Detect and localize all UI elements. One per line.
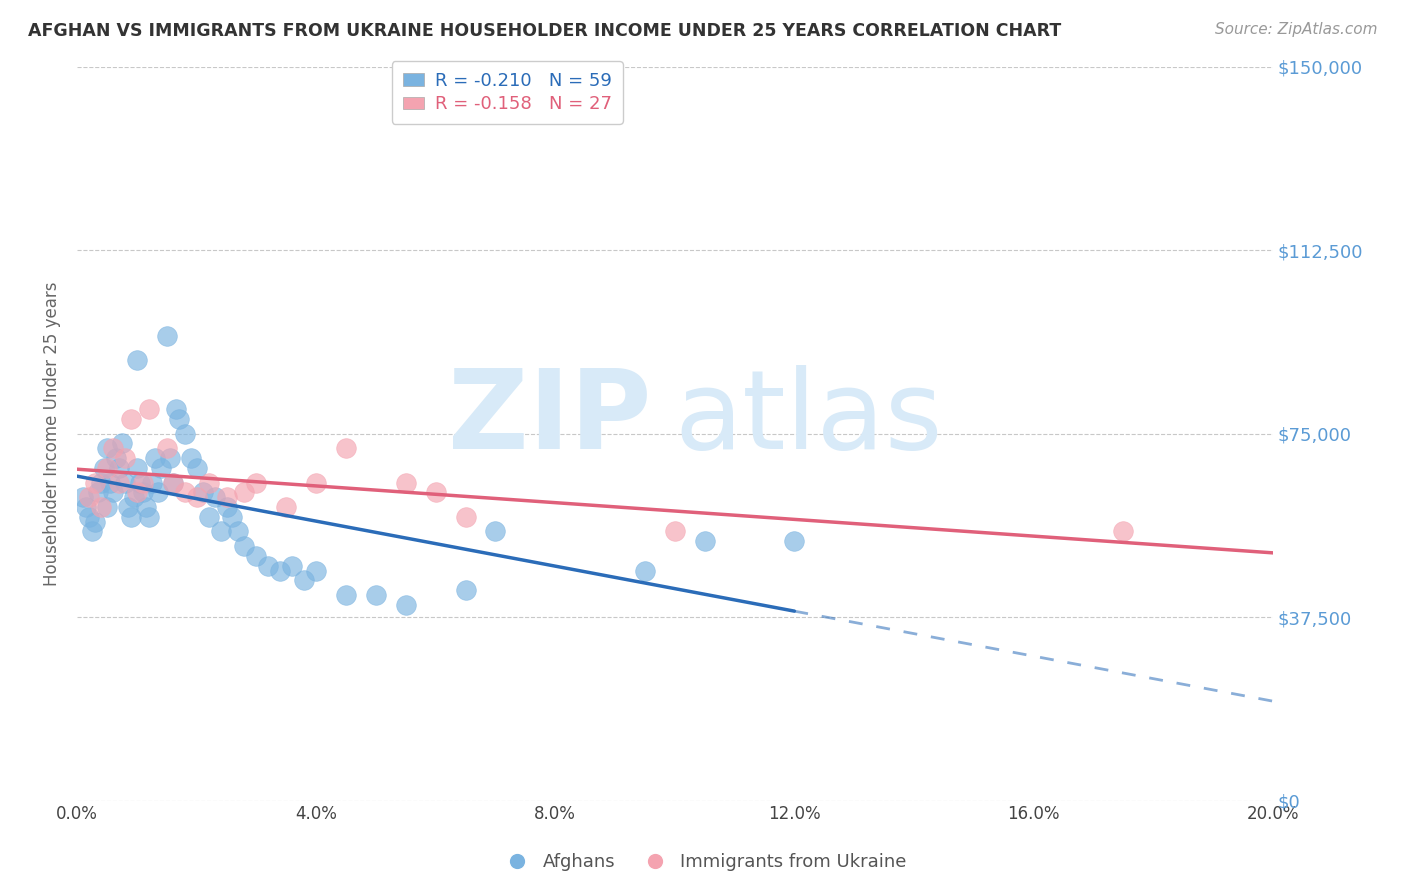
Point (395, 475, 418, 490)
Point (120, 509, 142, 524)
Point (132, 475, 155, 490)
Point (96, 442, 118, 456)
Point (101, 442, 124, 456)
Point (197, 475, 219, 490)
Point (125, 485, 148, 500)
Point (335, 442, 357, 456)
Point (425, 485, 447, 500)
Point (245, 475, 267, 490)
Point (454, 509, 477, 524)
Point (77, 490, 100, 504)
Point (84, 515, 107, 529)
Point (335, 588, 357, 602)
Point (114, 451, 136, 466)
Point (96, 500, 118, 514)
Point (77, 509, 100, 524)
Point (96, 461, 118, 475)
Point (122, 490, 145, 504)
Point (101, 485, 124, 500)
Point (90, 500, 112, 514)
Point (364, 588, 387, 602)
Point (664, 524, 686, 539)
Text: atlas: atlas (675, 366, 943, 473)
Point (228, 524, 250, 539)
Point (141, 475, 163, 490)
Point (117, 500, 139, 514)
Point (173, 426, 195, 441)
Point (162, 475, 184, 490)
Point (159, 451, 181, 466)
Point (75, 500, 97, 514)
Point (305, 475, 328, 490)
Point (245, 549, 267, 563)
Point (215, 500, 238, 514)
Point (186, 490, 208, 504)
Point (204, 490, 226, 504)
Point (162, 475, 184, 490)
Point (132, 485, 155, 500)
Point (276, 500, 298, 514)
Point (128, 475, 150, 490)
Point (209, 524, 232, 539)
Point (269, 564, 291, 578)
Point (180, 451, 202, 466)
Point (395, 598, 418, 612)
Point (221, 509, 243, 524)
Point (93, 461, 115, 475)
Point (108, 475, 131, 490)
Legend: R = -0.210   N = 59, R = -0.158   N = 27: R = -0.210 N = 59, R = -0.158 N = 27 (392, 61, 623, 124)
Point (98, 475, 121, 490)
Point (233, 539, 256, 553)
Point (281, 558, 304, 573)
Y-axis label: Householder Income Under 25 years: Householder Income Under 25 years (44, 281, 60, 586)
Point (173, 485, 195, 500)
Point (305, 564, 328, 578)
Point (146, 485, 169, 500)
Text: ZIP: ZIP (447, 366, 651, 473)
Point (693, 534, 716, 549)
Legend: Afghans, Immigrants from Ukraine: Afghans, Immigrants from Ukraine (492, 847, 914, 879)
Point (292, 574, 315, 588)
Point (1112, 524, 1135, 539)
Point (197, 509, 219, 524)
Point (143, 451, 166, 466)
Point (156, 442, 179, 456)
Point (125, 461, 148, 475)
Point (138, 402, 160, 417)
Point (257, 558, 280, 573)
Point (72, 490, 94, 504)
Point (125, 353, 148, 368)
Point (484, 524, 506, 539)
Point (186, 461, 208, 475)
Point (191, 485, 214, 500)
Point (167, 412, 190, 426)
Point (783, 534, 806, 549)
Point (90, 475, 112, 490)
Point (111, 436, 134, 450)
Point (149, 461, 172, 475)
Text: AFGHAN VS IMMIGRANTS FROM UKRAINE HOUSEHOLDER INCOME UNDER 25 YEARS CORRELATION : AFGHAN VS IMMIGRANTS FROM UKRAINE HOUSEH… (28, 22, 1062, 40)
Point (138, 509, 160, 524)
Point (114, 475, 136, 490)
Point (120, 412, 142, 426)
Point (108, 461, 131, 475)
Point (104, 451, 127, 466)
Point (165, 402, 187, 417)
Point (135, 500, 157, 514)
Point (87, 485, 110, 500)
Text: Source: ZipAtlas.com: Source: ZipAtlas.com (1215, 22, 1378, 37)
Point (156, 328, 179, 343)
Point (233, 485, 256, 500)
Point (80, 524, 103, 539)
Point (84, 475, 107, 490)
Point (215, 490, 238, 504)
Point (634, 564, 657, 578)
Point (454, 583, 477, 598)
